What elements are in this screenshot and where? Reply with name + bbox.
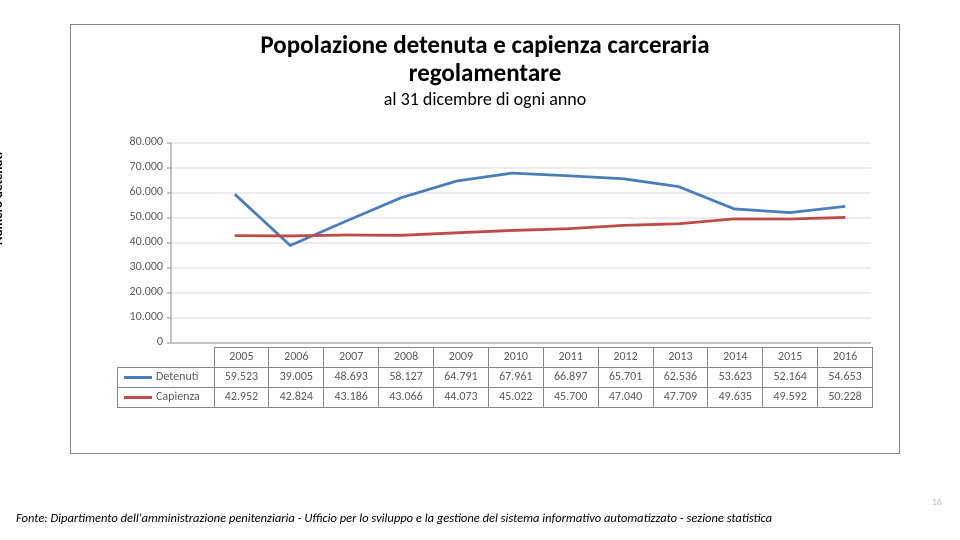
- source-note: Fonte: Dipartimento dell'amministrazione…: [16, 511, 946, 526]
- table-cell: 39.005: [269, 368, 324, 388]
- table-year-header: 2012: [598, 348, 653, 368]
- table-year-header: 2013: [653, 348, 708, 368]
- table-cell: 43.186: [324, 388, 379, 408]
- y-tick-label: 60.000: [111, 185, 163, 199]
- legend-swatch-capienza: [124, 396, 152, 399]
- table-cell: 66.897: [543, 368, 598, 388]
- y-axis-label: Numero detenuti: [0, 225, 6, 245]
- table-cell: 67.961: [488, 368, 543, 388]
- chart-frame: Popolazione detenuta e capienza carcerar…: [70, 24, 900, 454]
- legend-label-detenuti: Detenuti: [156, 370, 198, 384]
- table-corner-cell: [118, 348, 215, 368]
- y-tick-label: 80.000: [111, 135, 163, 149]
- table-cell: 59.523: [214, 368, 269, 388]
- table-row: Detenuti 59.52339.00548.69358.12764.79167…: [118, 368, 873, 388]
- table-cell: 47.709: [653, 388, 708, 408]
- page: Popolazione detenuta e capienza carcerar…: [0, 0, 960, 540]
- table-cell: 45.700: [543, 388, 598, 408]
- table-cell: 54.653: [818, 368, 873, 388]
- table-year-header: 2008: [379, 348, 434, 368]
- table-year-header: 2015: [763, 348, 818, 368]
- table-cell: 58.127: [379, 368, 434, 388]
- series-line-capienza: [235, 217, 846, 236]
- table-year-header: 2014: [708, 348, 763, 368]
- legend-cell-capienza: Capienza: [118, 388, 215, 408]
- table-year-header: 2011: [543, 348, 598, 368]
- table-cell: 52.164: [763, 368, 818, 388]
- table-cell: 53.623: [708, 368, 763, 388]
- y-tick-label: 30.000: [111, 260, 163, 274]
- y-tick-label: 20.000: [111, 285, 163, 299]
- plot-svg: [171, 143, 871, 343]
- legend-swatch-detenuti: [124, 376, 152, 379]
- table-header-row: 2005200620072008200920102011201220132014…: [118, 348, 873, 368]
- table-cell: 49.592: [763, 388, 818, 408]
- chart-titles: Popolazione detenuta e capienza carcerar…: [71, 31, 899, 110]
- chart-title-line2: regolamentare: [71, 59, 899, 87]
- table-cell: 43.066: [379, 388, 434, 408]
- table-cell: 42.952: [214, 388, 269, 408]
- table-year-header: 2005: [214, 348, 269, 368]
- y-axis-label-wrap: Numero detenuti: [81, 145, 101, 345]
- table-cell: 64.791: [434, 368, 489, 388]
- table-cell: 47.040: [598, 388, 653, 408]
- table-cell: 62.536: [653, 368, 708, 388]
- y-tick-label: 10.000: [111, 310, 163, 324]
- table-cell: 42.824: [269, 388, 324, 408]
- table-cell: 44.073: [434, 388, 489, 408]
- table-cell: 65.701: [598, 368, 653, 388]
- table-cell: 49.635: [708, 388, 763, 408]
- data-table: 2005200620072008200920102011201220132014…: [117, 347, 873, 408]
- y-tick-label: 70.000: [111, 160, 163, 174]
- plot-area: [171, 143, 871, 343]
- chart-subtitle: al 31 dicembre di ogni anno: [71, 88, 899, 110]
- table-cell: 50.228: [818, 388, 873, 408]
- y-tick-label: 50.000: [111, 210, 163, 224]
- legend-cell-detenuti: Detenuti: [118, 368, 215, 388]
- table-row: Capienza42.95242.82443.18643.06644.07345…: [118, 388, 873, 408]
- table-year-header: 2006: [269, 348, 324, 368]
- table-year-header: 2009: [434, 348, 489, 368]
- page-number: 16: [932, 495, 942, 508]
- table-cell: 48.693: [324, 368, 379, 388]
- y-tick-label: 40.000: [111, 235, 163, 249]
- table-year-header: 2010: [488, 348, 543, 368]
- chart-title-line1: Popolazione detenuta e capienza carcerar…: [71, 31, 899, 59]
- legend-label-capienza: Capienza: [156, 390, 200, 404]
- table-cell: 45.022: [488, 388, 543, 408]
- table-year-header: 2007: [324, 348, 379, 368]
- table-year-header: 2016: [818, 348, 873, 368]
